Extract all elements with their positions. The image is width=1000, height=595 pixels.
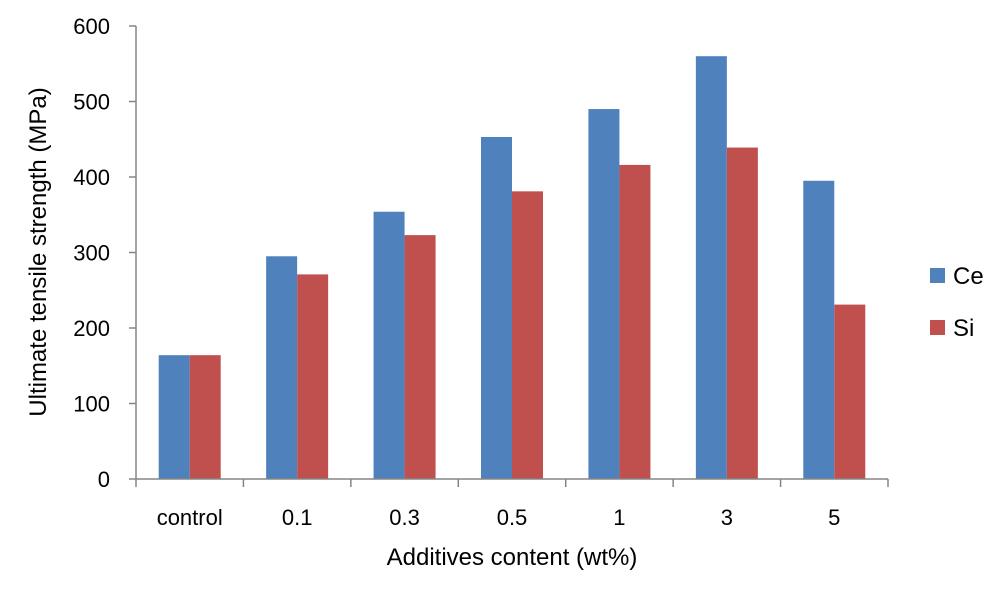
- legend-swatch-si: [930, 320, 945, 335]
- y-tick-label: 300: [73, 241, 110, 266]
- x-tick-label: 1: [613, 505, 625, 530]
- bar-si: [404, 235, 436, 479]
- x-tick-label: 5: [828, 505, 840, 530]
- y-tick-label: 100: [73, 392, 110, 417]
- legend-label-si: Si: [953, 315, 974, 342]
- bar-si: [834, 304, 866, 479]
- bar-si: [297, 274, 329, 479]
- y-tick-label: 0: [98, 467, 110, 492]
- bar-ce: [803, 180, 835, 479]
- x-tick-label: 0.1: [282, 505, 313, 530]
- x-tick-label: 0.3: [389, 505, 420, 530]
- legend-label-ce: Ce: [953, 263, 984, 290]
- bar-ce: [373, 211, 405, 480]
- bar-ce: [158, 355, 190, 479]
- plot-area: [158, 56, 866, 480]
- y-axis-title: Ultimate tensile strength (MPa): [25, 87, 52, 416]
- x-axis-ticks: control 0.1 0.3 0.5 1 3 5: [135, 479, 889, 530]
- bar-si: [189, 355, 221, 479]
- bar-ce: [588, 109, 620, 480]
- bar-ce: [481, 136, 512, 480]
- bar-si: [726, 147, 758, 479]
- legend-swatch-ce: [930, 268, 945, 283]
- y-tick-label: 200: [73, 316, 110, 341]
- y-tick-label: 500: [73, 90, 110, 115]
- bar-si: [512, 191, 543, 479]
- bar-si: [619, 164, 651, 480]
- bar-ce: [266, 256, 298, 479]
- x-tick-label: control: [157, 505, 223, 530]
- x-tick-label: 0.5: [497, 505, 528, 530]
- bar-ce: [695, 56, 727, 479]
- y-tick-label: 600: [73, 14, 110, 39]
- x-tick-label: 3: [721, 505, 733, 530]
- x-axis-title: Additives content (wt%): [387, 544, 638, 571]
- y-tick-label: 400: [73, 165, 110, 190]
- legend: Ce Si: [930, 263, 984, 342]
- y-axis-ticks: 0 100 200 300 400 500 600: [73, 14, 136, 492]
